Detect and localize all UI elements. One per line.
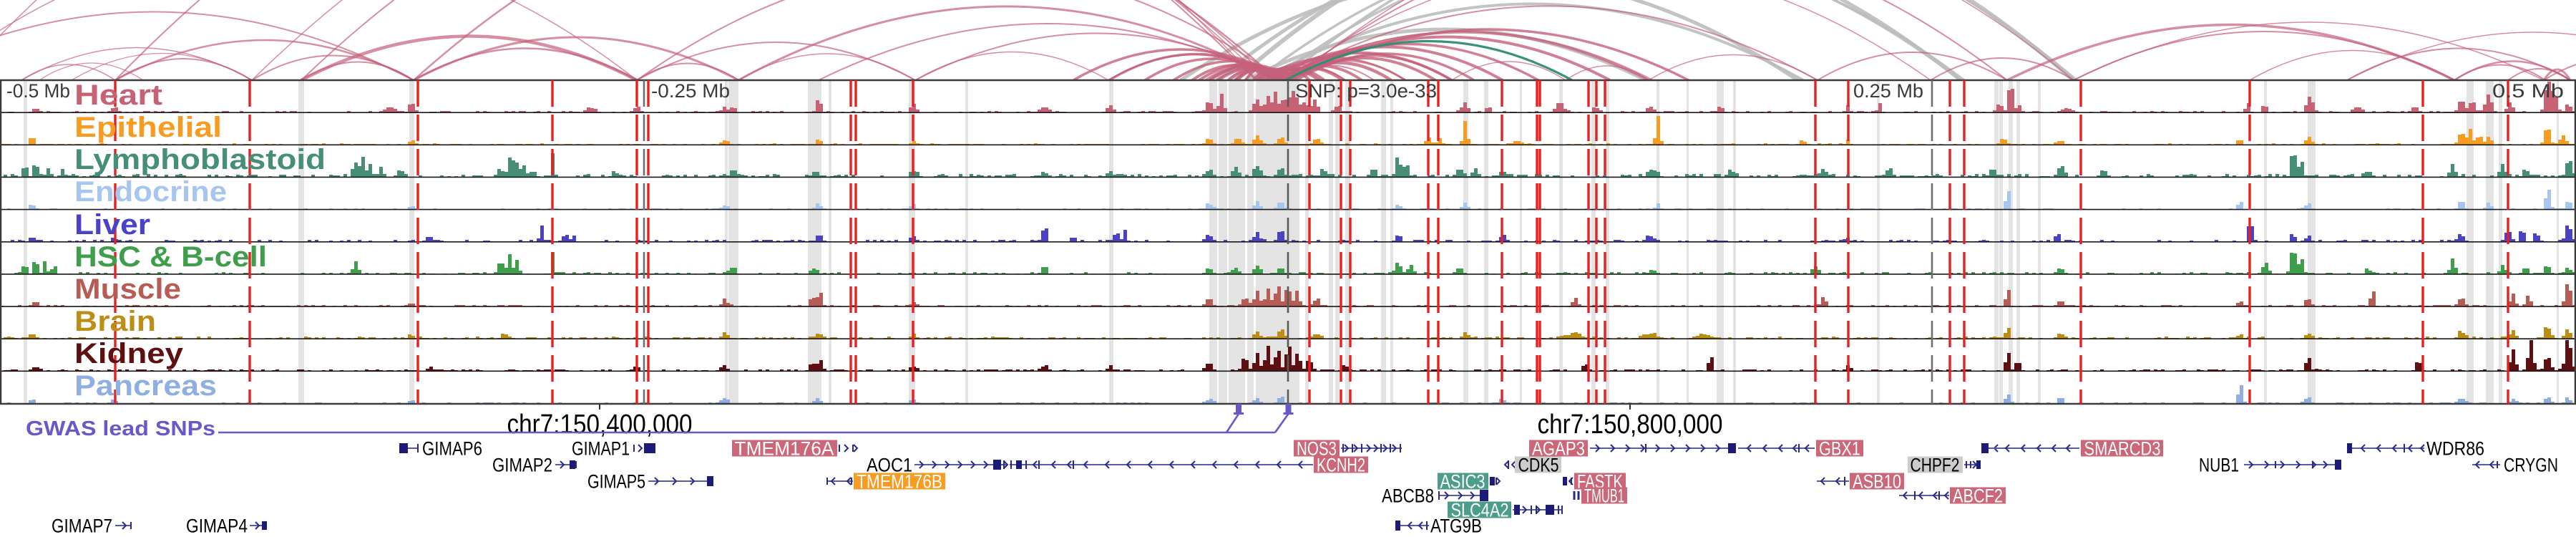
svg-text:0.5 Mb: 0.5 Mb (2492, 80, 2564, 102)
svg-text:Brain: Brain (74, 306, 156, 337)
svg-text:ABCF2: ABCF2 (1953, 485, 2003, 507)
svg-text:TMEM176B: TMEM176B (857, 471, 942, 493)
svg-text:chr7:150,800,000: chr7:150,800,000 (1538, 410, 1723, 440)
svg-text:TMUB1: TMUB1 (1584, 485, 1624, 507)
svg-text:Pancreas: Pancreas (74, 370, 217, 402)
svg-text:NOS3: NOS3 (1297, 438, 1337, 460)
svg-text:GIMAP4: GIMAP4 (186, 516, 248, 537)
svg-text:GIMAP2: GIMAP2 (492, 455, 552, 476)
svg-text:GIMAP5: GIMAP5 (587, 471, 645, 493)
svg-text:Heart: Heart (74, 79, 162, 111)
svg-text:-0.25 Mb: -0.25 Mb (651, 80, 730, 102)
svg-text:Lymphoblastoid: Lymphoblastoid (74, 144, 326, 175)
svg-text:SLC4A2: SLC4A2 (1451, 500, 1509, 521)
svg-text:ABCB8: ABCB8 (1382, 485, 1434, 507)
svg-text:CDK5: CDK5 (1518, 455, 1559, 476)
svg-text:HSC & B-cell: HSC & B-cell (74, 241, 267, 273)
svg-text:AGAP3: AGAP3 (1532, 438, 1585, 460)
svg-text:KCNH2: KCNH2 (1317, 455, 1365, 476)
svg-text:TMEM176A: TMEM176A (735, 438, 834, 460)
svg-text:NUB1: NUB1 (2199, 455, 2239, 476)
svg-text:CHPF2: CHPF2 (1911, 455, 1960, 476)
svg-text:GWAS lead SNPs: GWAS lead SNPs (26, 417, 215, 440)
svg-text:ASB10: ASB10 (1853, 471, 1901, 493)
svg-text:0.25 Mb: 0.25 Mb (1853, 80, 1923, 102)
svg-text:GIMAP1: GIMAP1 (572, 438, 630, 460)
svg-text:Kidney: Kidney (74, 338, 184, 369)
svg-text:GIMAP7: GIMAP7 (52, 516, 112, 537)
svg-text:SNP: p=3.0e-33: SNP: p=3.0e-33 (1295, 80, 1437, 102)
svg-text:GBX1: GBX1 (1819, 438, 1860, 460)
svg-text:CRYGN: CRYGN (2504, 455, 2558, 476)
svg-text:WDR86: WDR86 (2426, 438, 2484, 460)
svg-text:AOC1: AOC1 (867, 455, 912, 476)
svg-text:Endocrine: Endocrine (74, 176, 227, 208)
svg-text:chr7:150,400,000: chr7:150,400,000 (507, 410, 693, 440)
svg-text:ATG9B: ATG9B (1430, 516, 1482, 537)
svg-text:Epithelial: Epithelial (74, 112, 222, 143)
svg-text:-0.5 Mb: -0.5 Mb (6, 80, 70, 102)
svg-text:GIMAP6: GIMAP6 (422, 438, 482, 460)
svg-text:ASIC3: ASIC3 (1440, 471, 1485, 493)
svg-text:SMARCD3: SMARCD3 (2084, 438, 2161, 460)
svg-text:Muscle: Muscle (74, 274, 181, 305)
svg-text:Liver: Liver (74, 209, 150, 241)
